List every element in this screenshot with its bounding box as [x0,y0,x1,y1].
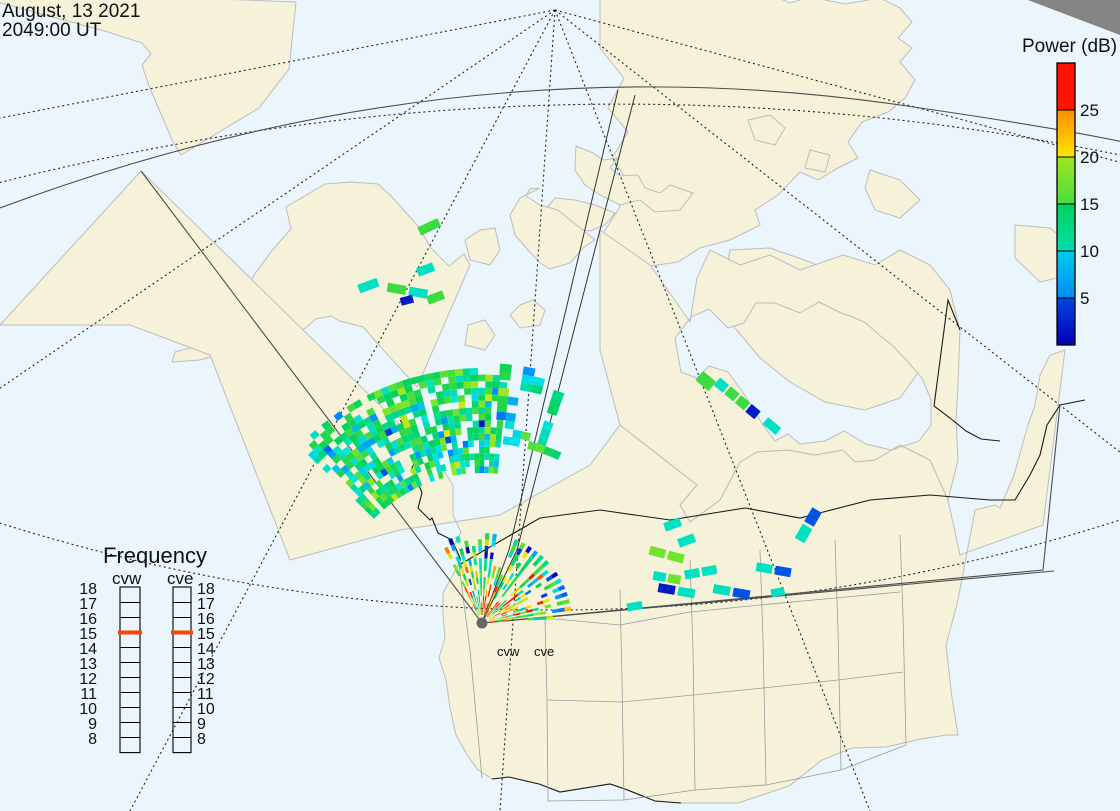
svg-text:5: 5 [1080,289,1089,308]
svg-text:25: 25 [1080,101,1099,120]
svg-text:10: 10 [1080,242,1099,261]
svg-text:8: 8 [197,731,206,748]
svg-text:August, 13 2021: August, 13 2021 [2,1,140,22]
svg-text:cve: cve [534,644,554,659]
svg-text:15: 15 [1080,195,1099,214]
svg-text:cvw: cvw [497,644,520,659]
svg-text:8: 8 [88,731,97,748]
svg-text:cvw: cvw [112,569,142,588]
svg-text:20: 20 [1080,148,1099,167]
svg-text:2049:00 UT: 2049:00 UT [2,20,102,41]
svg-text:Power (dB): Power (dB) [1022,36,1117,57]
svg-text:cve: cve [167,569,193,588]
svg-text:Frequency: Frequency [103,543,207,568]
